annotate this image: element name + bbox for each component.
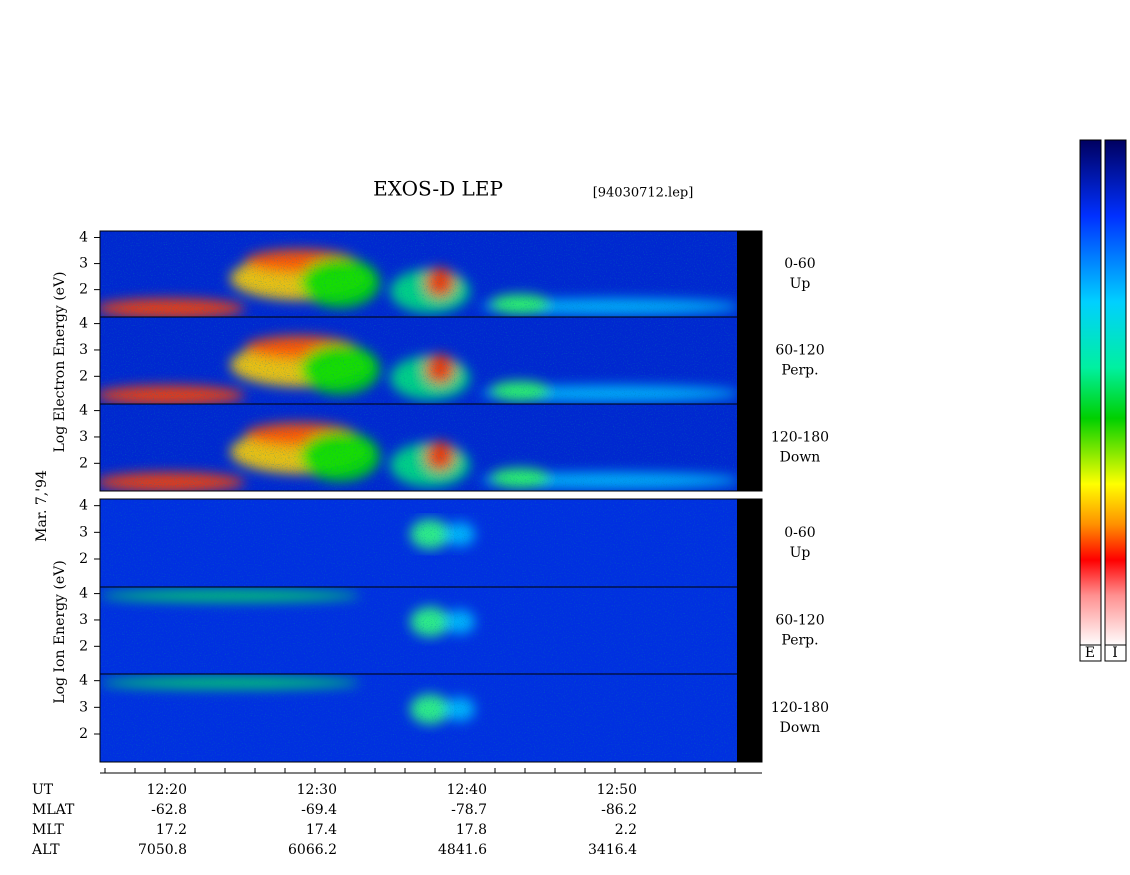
direction-label: Up (790, 545, 811, 561)
spectrogram (100, 674, 737, 762)
spectrogram (100, 231, 737, 317)
data-gap (737, 499, 762, 587)
row-value: 12:50 (597, 782, 637, 798)
y-tick-label: 2 (79, 638, 88, 654)
spectrogram-noise (100, 231, 737, 317)
panel-frame (99, 403, 763, 492)
y-tick-label: 4 (79, 498, 88, 514)
row-value: 4841.6 (438, 842, 487, 858)
spectrogram (100, 317, 737, 404)
y-tick-label: 3 (79, 342, 88, 358)
spectrogram-noise (100, 674, 737, 762)
row-label: UT (32, 782, 54, 798)
y-tick-label: 3 (79, 524, 88, 540)
row-value: 17.2 (156, 822, 187, 838)
spectrogram-noise (100, 587, 737, 674)
colorbar-label-box (1104, 644, 1127, 662)
data-gap (737, 317, 762, 404)
spectrogram-noise (100, 404, 737, 491)
row-value: 17.4 (306, 822, 337, 838)
row-value: -78.7 (451, 802, 487, 818)
colorbar (1104, 139, 1127, 647)
file-name: [94030712.lep] (593, 186, 694, 201)
title: EXOS-D LEP (373, 177, 503, 201)
spectrogram (100, 404, 737, 491)
row-value: 7050.8 (138, 842, 187, 858)
pitch-label: 60-120 (775, 343, 824, 359)
spectrogram (100, 499, 737, 587)
row-value: 3416.4 (588, 842, 637, 858)
y-tick-label: 2 (79, 551, 88, 567)
data-gap (737, 231, 762, 317)
row-value: -62.8 (151, 802, 187, 818)
data-gap (737, 674, 762, 762)
data-gap (737, 587, 762, 674)
y-tick-label: 3 (79, 699, 88, 715)
row-label: ALT (31, 842, 60, 858)
y-tick-label: 4 (79, 316, 88, 332)
pitch-label: 120-180 (771, 430, 829, 446)
row-value: 12:40 (447, 782, 487, 798)
panel-frame (99, 673, 763, 763)
y-tick-label: 2 (79, 726, 88, 742)
direction-label: Perp. (781, 363, 818, 379)
y-tick-label: 4 (79, 403, 88, 419)
spectrogram (100, 587, 737, 674)
row-label: MLAT (32, 802, 75, 818)
row-value: 12:20 (147, 782, 187, 798)
date-label: Mar. 7,'94 (34, 470, 50, 542)
pitch-label: 0-60 (784, 525, 815, 541)
pitch-label: 60-120 (775, 613, 824, 629)
y-tick-label: 4 (79, 230, 88, 246)
row-value: 6066.2 (288, 842, 337, 858)
row-label: MLT (32, 822, 64, 838)
y-tick-label: 2 (79, 368, 88, 384)
data-gap (737, 404, 762, 491)
pitch-label: 0-60 (784, 256, 815, 272)
colorbar-label: E (1085, 645, 1095, 661)
direction-label: Down (780, 720, 821, 736)
colorbar-label: I (1112, 645, 1118, 661)
y-tick-label: 4 (79, 673, 88, 689)
spectrogram-noise (100, 499, 737, 587)
y-tick-label: 2 (79, 282, 88, 298)
y-tick-label: 2 (79, 455, 88, 471)
y-tick-label: 3 (79, 429, 88, 445)
colorbar (1079, 139, 1102, 647)
row-value: 2.2 (615, 822, 637, 838)
y-tick-label: 4 (79, 586, 88, 602)
row-value: -86.2 (601, 802, 637, 818)
row-value: -69.4 (301, 802, 337, 818)
direction-label: Perp. (781, 633, 818, 649)
y-tick-label: 3 (79, 256, 88, 272)
ion-axis-label: Log Ion Energy (eV) (52, 560, 68, 703)
direction-label: Down (780, 450, 821, 466)
electron-axis-label: Log Electron Energy (eV) (52, 271, 68, 452)
row-value: 12:30 (297, 782, 337, 798)
pitch-label: 120-180 (771, 700, 829, 716)
direction-label: Up (790, 276, 811, 292)
y-tick-label: 3 (79, 612, 88, 628)
colorbar-label-box (1079, 644, 1102, 662)
spectrogram-noise (100, 317, 737, 404)
row-value: 17.8 (456, 822, 487, 838)
